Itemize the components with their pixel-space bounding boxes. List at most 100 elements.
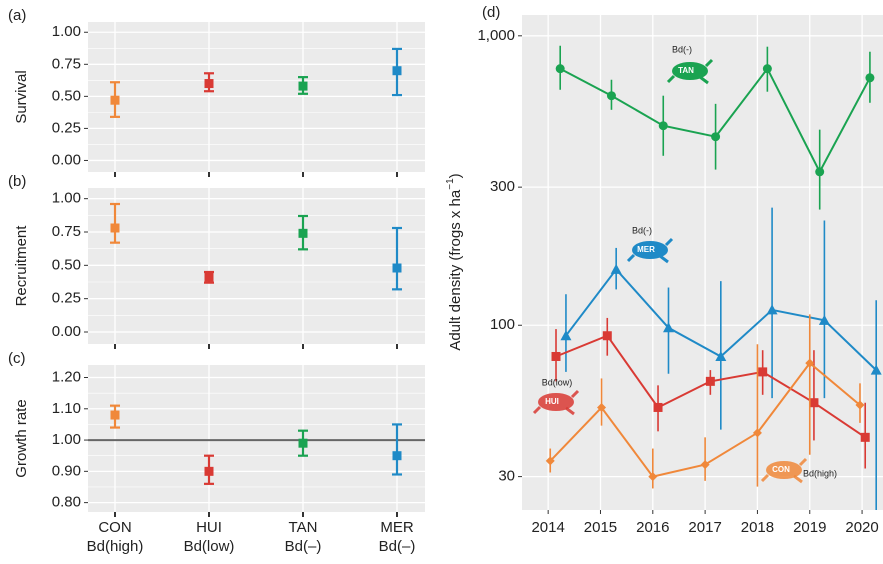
point — [715, 350, 727, 361]
panel-label: (d) — [482, 4, 500, 21]
y-axis-title: Adult density (frogs x ha−1) — [445, 173, 464, 350]
plots: 0.00 0.25 0.50 0.75 1.00 (a) Survival 0.00 0.25 0… — [8, 4, 883, 555]
point — [110, 223, 120, 233]
x-tick-label: 2020 — [845, 519, 878, 536]
y-axis-title-part: Adult density (frogs x ha — [447, 189, 464, 351]
error-bar — [392, 423, 402, 476]
point — [298, 81, 308, 91]
y-axis-title-part: ) — [447, 173, 464, 178]
annotation: Bd(-) — [632, 225, 652, 235]
x-tick-label: 2015 — [584, 519, 617, 536]
point — [110, 410, 120, 420]
point — [392, 263, 402, 273]
x-tick-label: 2018 — [741, 519, 774, 536]
y-tick-label: 0.50 — [52, 87, 81, 104]
point — [705, 376, 715, 386]
point — [653, 402, 663, 412]
y-axis-title: Growth rate — [13, 399, 30, 477]
y-tick-label: 1.10 — [52, 400, 81, 417]
y-tick-label: 0.90 — [52, 462, 81, 479]
y-tick-label: 0.00 — [52, 323, 81, 340]
x-tick-label: CON — [98, 519, 131, 536]
point — [752, 428, 762, 438]
point — [110, 95, 120, 105]
point — [551, 351, 561, 361]
panel-background — [522, 15, 883, 510]
x-tick-label: 2017 — [688, 519, 721, 536]
frog-badge: CON — [772, 465, 790, 474]
point — [762, 64, 772, 74]
point — [818, 314, 830, 325]
x-tick-label: MER — [380, 519, 414, 536]
x-tick-label: HUI — [196, 519, 222, 536]
frog-hui: HUI Bd(low) — [532, 377, 580, 416]
point — [700, 460, 710, 470]
y-tick-label: 1.00 — [52, 190, 81, 207]
point — [204, 466, 214, 476]
panel-label: (c) — [8, 350, 26, 367]
panel-background — [88, 365, 425, 512]
plot-area — [545, 45, 882, 510]
y-tick-label: 0.80 — [52, 494, 81, 511]
x-tick-sublabel: Bd(–) — [379, 538, 416, 555]
point — [204, 79, 214, 89]
y-tick-label: 0.75 — [52, 55, 81, 72]
point — [602, 331, 612, 341]
x-tick-sublabel: Bd(–) — [285, 538, 322, 555]
y-tick-label: 1.00 — [52, 23, 81, 40]
point — [560, 330, 572, 341]
point — [648, 472, 658, 482]
error-bar — [110, 202, 120, 244]
panel-label: (b) — [8, 173, 26, 190]
point — [204, 272, 214, 282]
frog-mer: MER Bd(-) — [626, 225, 674, 264]
y-tick-label: 1.20 — [52, 368, 81, 385]
y-tick-label: 0.75 — [52, 223, 81, 240]
error-bar — [392, 226, 402, 291]
y-axis-title: Recruitment — [13, 225, 30, 307]
point — [658, 121, 668, 131]
panel-background — [88, 188, 425, 344]
x-tick-sublabel: Bd(low) — [184, 538, 235, 555]
y-tick-label: 100 — [490, 316, 515, 333]
frog-badge: HUI — [545, 397, 559, 406]
point — [766, 304, 778, 315]
point — [298, 228, 308, 238]
point — [865, 73, 875, 83]
point — [597, 402, 607, 412]
y-tick-label: 1,000 — [477, 27, 515, 44]
point — [606, 91, 616, 101]
point — [392, 451, 402, 461]
y-axis-title-sup: −1 — [445, 178, 456, 190]
point — [870, 364, 882, 375]
panel-label: (a) — [8, 7, 26, 24]
annotation: Bd(high) — [803, 468, 837, 478]
point — [758, 367, 768, 377]
y-tick-label: 300 — [490, 178, 515, 195]
x-tick-label: TAN — [289, 519, 318, 536]
point — [855, 400, 865, 410]
point — [805, 358, 815, 368]
point — [815, 167, 825, 177]
point — [809, 398, 819, 408]
point — [711, 132, 721, 142]
x-tick-label: 2019 — [793, 519, 826, 536]
point — [298, 438, 308, 448]
frog-con: CON Bd(high) — [760, 457, 837, 484]
point — [545, 456, 555, 466]
y-tick-label: 0.25 — [52, 119, 81, 136]
x-tick-label: 2014 — [531, 519, 564, 536]
y-axis-title: Survival — [13, 70, 30, 123]
y-tick-label: 1.00 — [52, 431, 81, 448]
point — [662, 322, 674, 333]
y-tick-label: 30 — [498, 468, 515, 485]
x-tick-sublabel: Bd(high) — [87, 538, 144, 555]
point — [555, 64, 565, 74]
point — [392, 66, 402, 76]
y-tick-label: 0.00 — [52, 151, 81, 168]
x-tick-label: 2016 — [636, 519, 669, 536]
point — [610, 263, 622, 274]
frog-badge: TAN — [678, 66, 694, 75]
point — [860, 432, 870, 442]
